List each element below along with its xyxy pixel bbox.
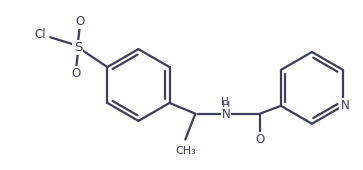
Text: CH₃: CH₃ (175, 146, 196, 156)
Text: O: O (255, 133, 265, 146)
Text: N: N (340, 99, 349, 112)
Text: O: O (75, 15, 84, 28)
Text: H: H (221, 97, 229, 107)
Text: N: N (221, 108, 230, 121)
Text: Cl: Cl (34, 28, 46, 41)
Text: S: S (74, 41, 82, 54)
Text: H
N: H N (222, 101, 230, 123)
Text: O: O (72, 67, 81, 80)
